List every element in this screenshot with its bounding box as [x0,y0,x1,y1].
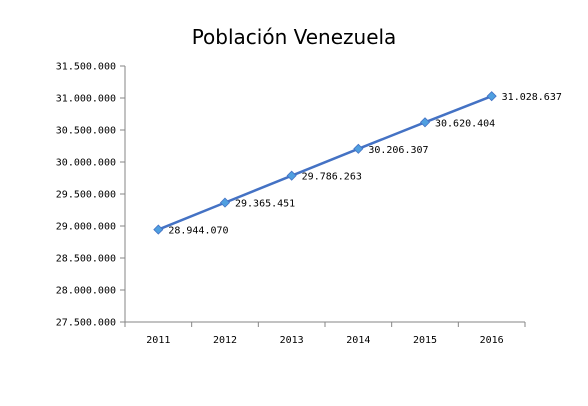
y-tick-label: 28.000.000 [56,286,116,297]
data-point-marker [286,170,297,181]
data-label: 31.028.637 [502,92,562,103]
data-point-marker [353,143,364,154]
y-axis: 27.500.000 28.000.000 28.500.000 29.000.000… [56,62,126,329]
x-tick-label: 2014 [346,335,370,346]
y-tick-label: 31.500.000 [56,62,116,73]
y-tick-label: 29.500.000 [56,190,116,201]
y-tick-label: 30.500.000 [56,126,116,137]
data-point-marker [486,91,497,102]
x-axis: 2011 2012 2013 2014 2015 2016 [124,321,526,346]
series-line [157,95,493,231]
x-tick-label: 2011 [146,335,170,346]
x-tick-label: 2012 [213,335,237,346]
y-tick-label: 28.500.000 [56,254,116,265]
y-tick-label: 27.500.000 [56,318,116,329]
x-tick-label: 2016 [480,335,504,346]
data-label: 29.365.451 [235,199,295,210]
data-label: 28.944.070 [168,226,228,237]
y-tick-label: 29.000.000 [56,222,116,233]
x-tick-label: 2013 [280,335,304,346]
x-tick-label: 2015 [413,335,437,346]
data-label: 29.786.263 [302,172,362,183]
data-label: 30.620.404 [435,118,495,129]
y-tick-label: 31.000.000 [56,94,116,105]
data-point-marker [419,117,431,128]
chart-title: Población Venezuela [192,25,397,49]
data-point-marker [219,197,231,208]
series-layer: 28.944.070 29.365.451 29.786.263 30.206.307… [153,91,562,237]
data-point-marker [153,224,164,235]
y-tick-label: 30.000.000 [56,158,116,169]
data-label: 30.206.307 [368,145,428,156]
